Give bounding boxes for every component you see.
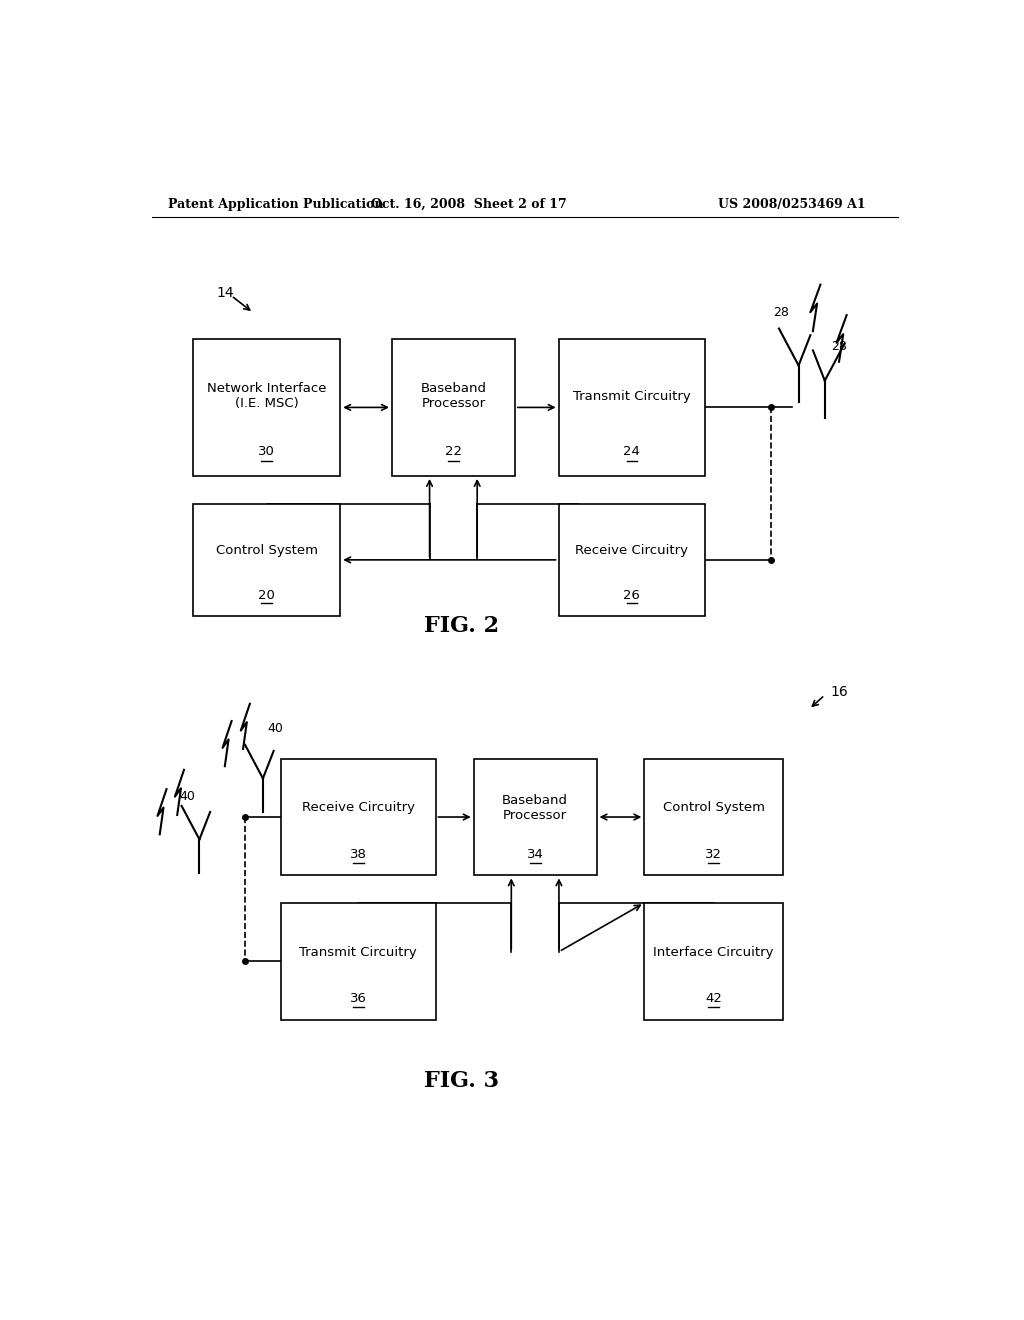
Text: 28: 28 xyxy=(773,306,790,319)
Text: Transmit Circuitry: Transmit Circuitry xyxy=(299,945,417,958)
Text: 42: 42 xyxy=(706,993,722,1006)
Text: Network Interface
(I.E. MSC): Network Interface (I.E. MSC) xyxy=(207,383,327,411)
Text: Oct. 16, 2008  Sheet 2 of 17: Oct. 16, 2008 Sheet 2 of 17 xyxy=(372,198,567,211)
Text: Control System: Control System xyxy=(216,544,317,557)
Text: 32: 32 xyxy=(706,847,722,861)
Text: US 2008/0253469 A1: US 2008/0253469 A1 xyxy=(719,198,866,211)
Text: Baseband
Processor: Baseband Processor xyxy=(502,793,568,821)
Text: 24: 24 xyxy=(624,445,640,458)
Text: FIG. 3: FIG. 3 xyxy=(424,1071,499,1092)
Bar xyxy=(474,759,597,875)
Text: 26: 26 xyxy=(624,589,640,602)
Text: 20: 20 xyxy=(258,589,275,602)
Text: 22: 22 xyxy=(444,445,462,458)
Text: 14: 14 xyxy=(217,285,234,300)
Bar xyxy=(281,903,435,1020)
Text: 30: 30 xyxy=(258,445,275,458)
Bar xyxy=(558,504,706,616)
Bar xyxy=(558,339,706,477)
Text: Receive Circuitry: Receive Circuitry xyxy=(302,801,415,814)
Bar xyxy=(194,504,340,616)
Text: FIG. 2: FIG. 2 xyxy=(424,615,499,638)
Text: Patent Application Publication: Patent Application Publication xyxy=(168,198,383,211)
Bar xyxy=(281,759,435,875)
Text: 16: 16 xyxy=(830,685,848,700)
Bar xyxy=(194,339,340,477)
Bar xyxy=(644,759,783,875)
Bar xyxy=(392,339,515,477)
Text: Receive Circuitry: Receive Circuitry xyxy=(575,544,688,557)
Text: 36: 36 xyxy=(350,993,367,1006)
Text: Interface Circuitry: Interface Circuitry xyxy=(653,945,774,958)
Text: Baseband
Processor: Baseband Processor xyxy=(421,383,486,411)
Text: 28: 28 xyxy=(831,341,847,352)
Text: 40: 40 xyxy=(267,722,283,735)
Text: Control System: Control System xyxy=(663,801,765,814)
Text: Transmit Circuitry: Transmit Circuitry xyxy=(573,389,691,403)
Text: 40: 40 xyxy=(179,791,196,803)
Bar xyxy=(644,903,783,1020)
Text: 34: 34 xyxy=(526,847,544,861)
Text: 38: 38 xyxy=(350,847,367,861)
